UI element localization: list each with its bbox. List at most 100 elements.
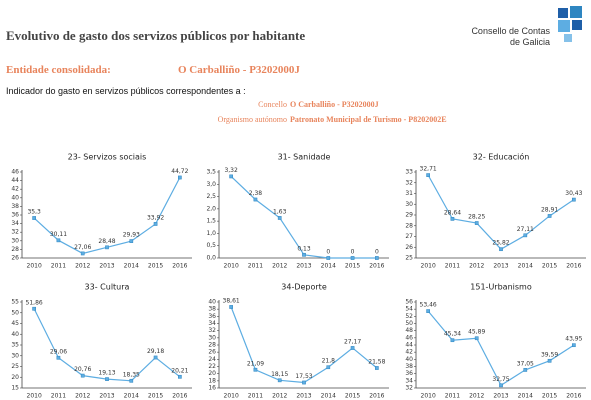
y-tick-label: 32	[208, 327, 216, 334]
value-label: 0	[326, 249, 330, 256]
y-tick-label: 46	[11, 169, 19, 176]
value-label: 27,06	[74, 244, 91, 251]
y-tick-label: 40	[11, 194, 19, 201]
x-tick-label: 2014	[124, 263, 139, 270]
point	[426, 309, 430, 313]
x-tick-label: 2011	[445, 263, 460, 270]
point	[178, 374, 182, 379]
logo-icon	[558, 6, 582, 42]
value-label: 44,72	[171, 168, 188, 175]
y-tick-label: 35	[11, 342, 19, 349]
value-label: 45,89	[468, 329, 485, 336]
point	[523, 233, 528, 238]
value-label: 28,25	[468, 214, 485, 221]
x-tick-label: 2012	[469, 263, 484, 270]
value-label: 28,48	[98, 238, 115, 245]
x-tick-label: 2013	[99, 393, 114, 400]
point	[153, 222, 158, 226]
y-tick-label: 28	[208, 342, 216, 349]
y-tick-label: 30	[11, 352, 19, 359]
x-tick-label: 2011	[51, 263, 66, 270]
x-tick-label: 2014	[321, 263, 336, 270]
y-tick-label: 27	[405, 233, 413, 240]
value-label: 32,71	[420, 166, 437, 173]
value-label: 37,05	[517, 360, 534, 367]
point	[523, 368, 528, 372]
value-label: 29,93	[123, 232, 140, 239]
point	[375, 256, 379, 260]
chart-title: 151-Urbanismo	[470, 283, 532, 292]
value-label: 0	[375, 249, 379, 256]
point	[326, 256, 331, 260]
x-tick-label: 2016	[369, 393, 384, 400]
y-tick-label: 1,0	[206, 230, 216, 237]
y-tick-label: 2,5	[206, 193, 216, 200]
value-label: 43,95	[565, 336, 582, 343]
org-type: Concello	[258, 100, 287, 109]
x-tick-label: 2010	[27, 263, 42, 270]
point	[350, 346, 355, 350]
y-tick-label: 1,5	[206, 218, 216, 225]
y-tick-label: 30	[11, 237, 19, 244]
y-tick-label: 33	[405, 169, 413, 176]
y-tick-label: 40	[208, 299, 216, 306]
entity-value: O Carballiño - P3202000J	[178, 64, 300, 76]
value-label: 20,76	[74, 366, 91, 373]
y-tick-label: 18	[208, 377, 216, 384]
y-tick-label: 3,5	[206, 169, 216, 176]
x-tick-label: 2010	[421, 263, 436, 270]
y-tick-label: 56	[405, 299, 413, 306]
y-tick-label: 50	[11, 309, 19, 316]
x-tick-label: 2015	[345, 393, 360, 400]
line-series	[427, 310, 575, 387]
value-label: 35,3	[27, 209, 41, 216]
y-tick-label: 30	[208, 334, 216, 341]
x-tick-label: 2011	[445, 393, 460, 400]
x-tick-label: 2016	[566, 393, 581, 400]
value-label: 21,09	[247, 360, 264, 367]
x-tick-label: 2016	[369, 263, 384, 270]
point	[80, 251, 85, 256]
point	[375, 366, 379, 370]
value-label: 2,38	[249, 190, 263, 197]
x-tick-label: 2016	[172, 263, 187, 270]
y-tick-label: 28	[11, 246, 19, 253]
y-tick-label: 34	[208, 320, 216, 327]
value-label: 21,8	[322, 358, 336, 365]
y-tick-label: 38	[11, 203, 19, 210]
point	[277, 378, 282, 383]
y-tick-label: 36	[405, 370, 413, 377]
point	[129, 239, 134, 243]
value-label: 53,46	[420, 302, 437, 309]
point	[253, 367, 258, 372]
y-tick-label: 32	[405, 385, 413, 392]
y-tick-label: 0,0	[206, 255, 216, 262]
point	[450, 217, 455, 221]
y-tick-label: 3,0	[206, 181, 216, 188]
x-tick-label: 2013	[493, 263, 508, 270]
y-tick-label: 55	[11, 299, 19, 306]
point	[56, 238, 61, 243]
y-tick-label: 20	[208, 370, 216, 377]
y-tick-label: 38	[208, 306, 216, 313]
value-label: 27,11	[517, 226, 534, 233]
y-tick-label: 15	[11, 385, 19, 392]
value-label: 30,11	[50, 231, 67, 238]
x-tick-label: 2014	[518, 393, 533, 400]
point	[229, 305, 233, 309]
point	[32, 306, 36, 311]
point	[547, 358, 552, 363]
value-label: 38,61	[223, 297, 240, 304]
y-tick-label: 44	[405, 342, 413, 349]
point	[229, 174, 233, 179]
y-tick-label: 36	[11, 212, 19, 219]
y-tick-label: 22	[208, 363, 216, 370]
chart-title: 23- Servizos sociais	[68, 153, 147, 162]
y-tick-label: 26	[405, 244, 413, 251]
x-tick-label: 2012	[272, 393, 287, 400]
x-tick-label: 2013	[296, 263, 311, 270]
point	[80, 373, 85, 378]
entity-label: Entidade consolidada:	[6, 64, 111, 76]
x-tick-label: 2012	[75, 393, 90, 400]
y-tick-label: 29	[405, 212, 413, 219]
